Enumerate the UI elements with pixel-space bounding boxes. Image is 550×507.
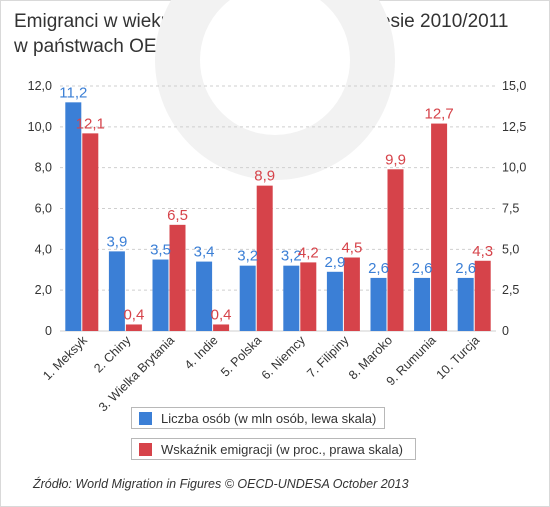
bar-rate xyxy=(169,224,186,331)
data-label-count: 3,4 xyxy=(194,244,215,261)
bar-count xyxy=(370,277,387,331)
data-label-count: 3,9 xyxy=(106,233,127,250)
right-tick-label: 15,0 xyxy=(502,79,526,93)
data-label-count: 3,2 xyxy=(237,248,258,265)
bar-rate xyxy=(125,324,142,331)
right-axis-ticks: 0 2,5 5,0 7,5 10,0 12,5 15,0 xyxy=(502,79,526,338)
bar-count xyxy=(326,271,343,331)
data-label-count: 2,6 xyxy=(412,260,433,277)
bar-rate xyxy=(343,257,360,331)
data-label-count: 2,6 xyxy=(368,260,389,277)
data-label-count: 3,2 xyxy=(281,248,302,265)
data-label-rate: 12,7 xyxy=(424,106,453,123)
x-tick-label: 3. Wielka Brytania xyxy=(96,333,177,414)
data-label-rate: 8,9 xyxy=(254,168,275,185)
data-label-rate: 0,4 xyxy=(211,306,232,323)
data-label-rate: 9,9 xyxy=(385,151,406,168)
data-labels: 11,212,13,90,43,56,53,40,43,28,93,24,22,… xyxy=(59,84,493,323)
data-label-count: 2,6 xyxy=(455,260,476,277)
right-tick-label: 2,5 xyxy=(502,283,519,297)
data-label-rate: 6,5 xyxy=(167,207,188,224)
legend: Liczba osób (w mln osób, lewa skala) Wsk… xyxy=(131,407,416,461)
background-watermark xyxy=(155,0,395,180)
bars xyxy=(65,102,491,331)
bar-rate xyxy=(213,324,230,331)
x-tick-label: 10. Turcja xyxy=(434,333,483,382)
left-tick-label: 6,0 xyxy=(35,202,52,216)
left-tick-label: 2,0 xyxy=(35,283,52,297)
bar-rate xyxy=(431,123,448,331)
left-tick-label: 0 xyxy=(45,324,52,338)
bar-rate xyxy=(256,185,273,331)
legend-label-count: Liczba osób (w mln osób, lewa skala) xyxy=(161,410,377,426)
bar-count xyxy=(152,259,169,331)
legend-item-count: Liczba osób (w mln osób, lewa skala) xyxy=(131,407,385,429)
legend-swatch-red xyxy=(139,442,152,456)
bar-count xyxy=(239,265,256,331)
left-tick-label: 8,0 xyxy=(35,161,52,175)
x-tick-label: 4. Indie xyxy=(182,333,221,372)
data-label-rate: 4,3 xyxy=(472,243,493,260)
data-label-rate: 4,2 xyxy=(298,244,319,261)
x-tick-label: 2. Chiny xyxy=(91,333,134,376)
data-label-count: 11,2 xyxy=(59,84,87,101)
data-label-count: 3,5 xyxy=(150,242,171,259)
bar-rate xyxy=(387,169,404,331)
right-tick-label: 5,0 xyxy=(502,242,519,256)
bar-rate xyxy=(82,133,99,331)
bar-count xyxy=(457,277,474,331)
right-tick-label: 7,5 xyxy=(502,202,519,216)
decor-circle-inner xyxy=(200,0,350,135)
bar-count xyxy=(108,251,125,331)
data-label-rate: 12,1 xyxy=(76,115,105,132)
bar-count xyxy=(414,277,431,331)
right-tick-label: 10,0 xyxy=(502,161,526,175)
bar-rate xyxy=(300,262,317,331)
data-label-rate: 0,4 xyxy=(123,306,144,323)
right-tick-label: 0 xyxy=(502,324,509,338)
left-tick-label: 4,0 xyxy=(35,242,52,256)
bar-rate xyxy=(474,260,491,331)
bar-count xyxy=(283,265,300,331)
legend-item-rate: Wskaźnik emigracji (w proc., prawa skala… xyxy=(131,438,416,460)
left-tick-label: 10,0 xyxy=(28,120,52,134)
bar-count xyxy=(196,261,213,331)
right-tick-label: 12,5 xyxy=(502,120,526,134)
legend-label-rate: Wskaźnik emigracji (w proc., prawa skala… xyxy=(161,441,404,457)
source-note: Źródło: World Migration in Figures © OEC… xyxy=(33,477,409,491)
data-label-rate: 4,5 xyxy=(341,240,362,257)
data-label-count: 2,9 xyxy=(324,254,345,271)
left-axis-ticks: 0 2,0 4,0 6,0 8,0 10,0 12,0 xyxy=(28,79,52,338)
x-tick-label: 1. Meksyk xyxy=(40,333,90,383)
legend-swatch-blue xyxy=(139,411,152,425)
bar-count xyxy=(65,102,82,331)
x-tick-label: 7. Filipiny xyxy=(304,333,352,381)
x-tick-label: 6. Niemcy xyxy=(259,333,309,383)
left-tick-label: 12,0 xyxy=(28,79,52,93)
title-line-2: w państwach OECD xyxy=(14,36,185,57)
